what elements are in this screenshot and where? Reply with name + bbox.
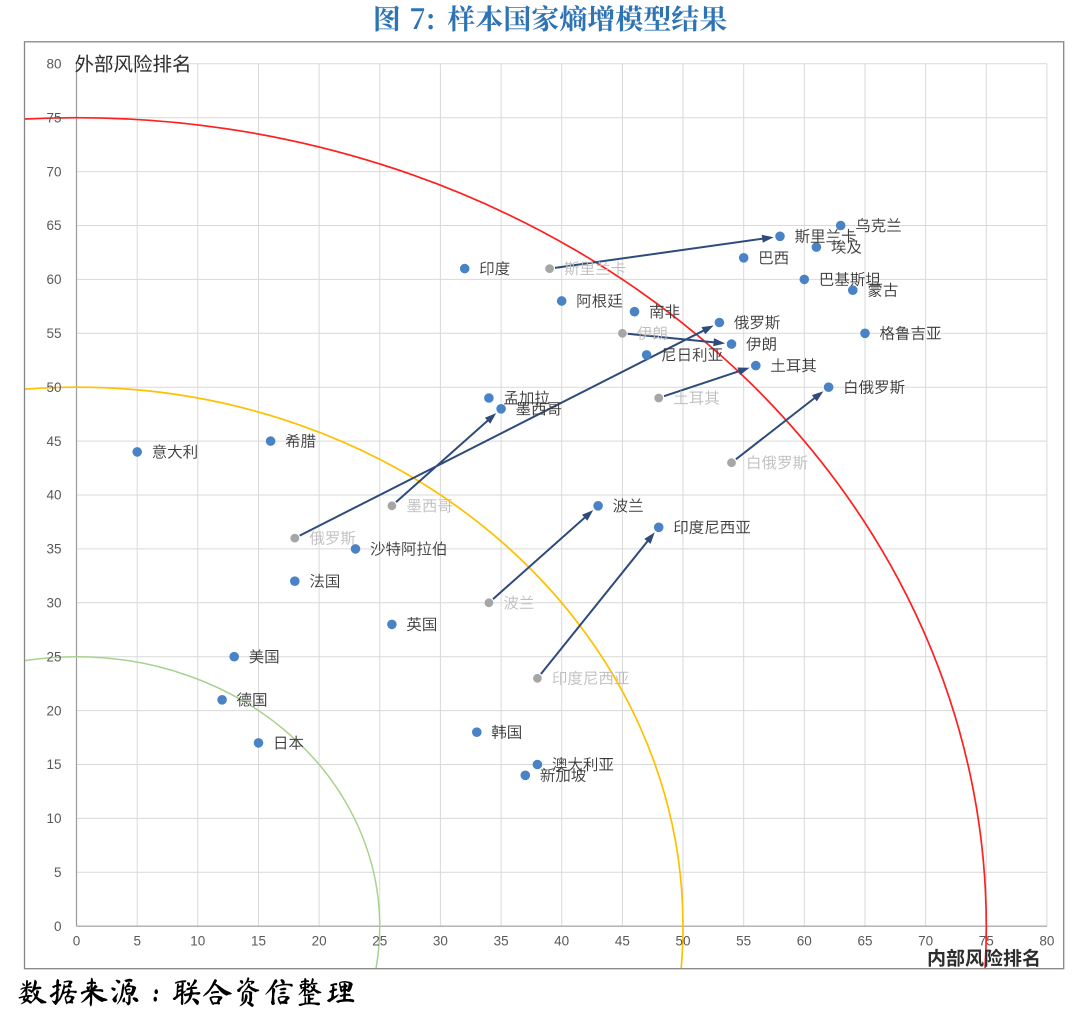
svg-text:20: 20: [312, 934, 327, 949]
svg-text:65: 65: [857, 934, 872, 949]
svg-text:50: 50: [46, 380, 61, 395]
svg-text:30: 30: [46, 596, 61, 611]
svg-text:30: 30: [433, 934, 448, 949]
svg-text:40: 40: [46, 488, 61, 503]
svg-text:5: 5: [133, 934, 141, 949]
svg-text:0: 0: [54, 919, 62, 934]
svg-text:80: 80: [1039, 934, 1054, 949]
svg-text:15: 15: [251, 934, 266, 949]
svg-text:10: 10: [190, 934, 205, 949]
svg-text:40: 40: [554, 934, 569, 949]
svg-text:70: 70: [918, 934, 933, 949]
svg-text:70: 70: [46, 164, 61, 179]
svg-text:50: 50: [675, 934, 690, 949]
svg-text:65: 65: [46, 218, 61, 233]
svg-text:0: 0: [73, 934, 81, 949]
svg-text:75: 75: [46, 110, 61, 125]
svg-text:80: 80: [46, 57, 61, 72]
svg-text:25: 25: [372, 934, 387, 949]
svg-text:60: 60: [797, 934, 812, 949]
svg-text:75: 75: [979, 934, 994, 949]
svg-text:60: 60: [46, 272, 61, 287]
svg-text:15: 15: [46, 757, 61, 772]
svg-text:10: 10: [46, 811, 61, 826]
svg-text:20: 20: [46, 703, 61, 718]
svg-text:25: 25: [46, 649, 61, 664]
svg-text:45: 45: [46, 434, 61, 449]
svg-text:5: 5: [54, 865, 62, 880]
svg-text:55: 55: [736, 934, 751, 949]
svg-text:35: 35: [494, 934, 509, 949]
svg-text:45: 45: [615, 934, 630, 949]
svg-text:35: 35: [46, 542, 61, 557]
svg-text:55: 55: [46, 326, 61, 341]
